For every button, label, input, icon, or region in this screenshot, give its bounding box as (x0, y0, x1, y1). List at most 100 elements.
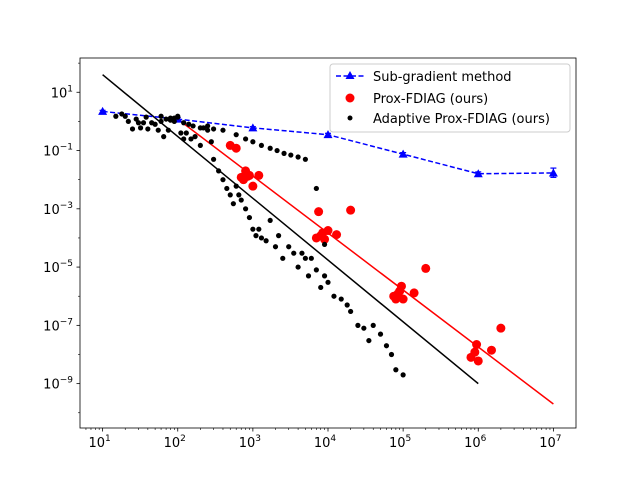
adaptive-point (302, 156, 308, 162)
adaptive-point (205, 127, 211, 133)
adaptive-point (197, 125, 203, 131)
adaptive-point (186, 121, 192, 127)
adaptive-point (295, 264, 301, 270)
adaptive-point (183, 130, 189, 136)
adaptive-point (233, 183, 239, 189)
prox-fdiag-point (248, 181, 258, 191)
adaptive-point (281, 150, 287, 156)
adaptive-point (227, 192, 233, 198)
axis-ticks: 101 102 103 104 105 106 107 10−9 10−7 10−5 10−3 10−… (43, 62, 562, 451)
x-tick-label: 102 (164, 434, 186, 451)
prox-fdiag-point (496, 323, 506, 333)
adaptive-point (272, 244, 279, 250)
legend-entry-prox-fdiag: Prox-FDIAG (ours) (345, 92, 488, 107)
prox-fdiag-point (396, 281, 406, 291)
adaptive-point (137, 125, 144, 131)
adaptive-point (113, 113, 119, 119)
adaptive-point (197, 142, 203, 149)
x-tick-label: 101 (88, 434, 110, 451)
adaptive-point (344, 302, 350, 308)
y-tick-label: 10−5 (43, 259, 73, 276)
adaptive-point (236, 192, 242, 198)
adaptive-point (216, 168, 222, 174)
prox-fdiag-point (323, 226, 333, 236)
y-tick-label: 10−9 (43, 376, 73, 393)
adaptive-point (325, 279, 331, 285)
adaptive-point (308, 255, 314, 261)
prox-fdiag-point (254, 170, 264, 180)
y-tick-label: 10−3 (43, 201, 73, 218)
adaptive-point (135, 120, 142, 126)
prox-fdiag-point (332, 230, 342, 240)
adaptive-point (158, 113, 164, 119)
adaptive-point (233, 132, 239, 138)
prox-fdiag-point (346, 205, 356, 215)
adaptive-point (190, 123, 196, 129)
adaptive-point (258, 235, 265, 241)
adaptive-point (321, 241, 328, 248)
adaptive-point (143, 114, 149, 120)
adaptive-point (291, 250, 297, 256)
adaptive-point (253, 233, 259, 239)
adaptive-point (355, 322, 361, 328)
y-tick-label: 10−7 (43, 317, 73, 334)
adaptive-point (318, 284, 324, 291)
adaptive-point (280, 255, 286, 261)
adaptive-point (302, 255, 308, 261)
adaptive-point (256, 226, 262, 232)
legend-frame (329, 63, 571, 133)
prox-fdiag-point (421, 263, 431, 273)
sub-gradient-point (473, 169, 483, 178)
adaptive-point (178, 130, 184, 136)
adaptive-point (288, 152, 294, 158)
prox-fdiag-point (470, 347, 480, 357)
adaptive-point (125, 118, 131, 125)
adaptive-point (274, 147, 280, 154)
adaptive-point (299, 250, 305, 256)
adaptive-point (152, 121, 158, 127)
adaptive-point (155, 127, 161, 133)
adaptive-point (210, 156, 217, 162)
prox-fdiag-point (398, 294, 408, 304)
sub-gradient-point (98, 106, 108, 115)
adaptive-point (295, 154, 301, 160)
adaptive-point (192, 134, 198, 140)
prox-fdiag-point (314, 207, 324, 217)
adaptive-point (140, 120, 147, 126)
adaptive-point (383, 343, 390, 349)
fit-line-red (177, 118, 554, 405)
adaptive-point (338, 296, 344, 302)
x-tick-label: 107 (539, 434, 561, 451)
adaptive-point (250, 139, 256, 145)
x-tick-label: 105 (389, 434, 411, 451)
sub-gradient-point (548, 168, 558, 177)
adaptive-point (267, 145, 273, 151)
adaptive-point (208, 139, 214, 145)
adaptive-point (220, 127, 226, 133)
prox-fdiag-point (320, 234, 330, 244)
adaptive-point (263, 238, 269, 244)
prox-fdiag-point (473, 356, 483, 366)
adaptive-point (313, 185, 319, 192)
legend-triangle-marker-icon (345, 71, 355, 79)
adaptive-point (242, 136, 249, 142)
adaptive-point (161, 134, 167, 140)
x-tick-label: 106 (464, 434, 487, 451)
sub-gradient-point (398, 149, 408, 158)
adaptive-point (246, 214, 253, 221)
adaptive-point (305, 273, 312, 279)
legend-entry-sub-gradient: Sub-gradient method (336, 70, 512, 85)
adaptive-point (331, 293, 337, 299)
legend-label-adaptive-prox-fdiag: Adaptive Prox-FDIAG (ours) (373, 112, 550, 127)
prox-fdiag-point (472, 340, 482, 350)
x-tick-label: 103 (239, 434, 261, 451)
prox-fdiag-point (486, 345, 496, 355)
fit-line-black (102, 74, 479, 385)
adaptive-point (224, 185, 230, 192)
adaptive-point (275, 233, 282, 239)
x-tick-label: 104 (314, 434, 337, 451)
adaptive-point (366, 337, 372, 344)
fit-lines (102, 74, 554, 405)
adaptive-point (400, 372, 406, 378)
